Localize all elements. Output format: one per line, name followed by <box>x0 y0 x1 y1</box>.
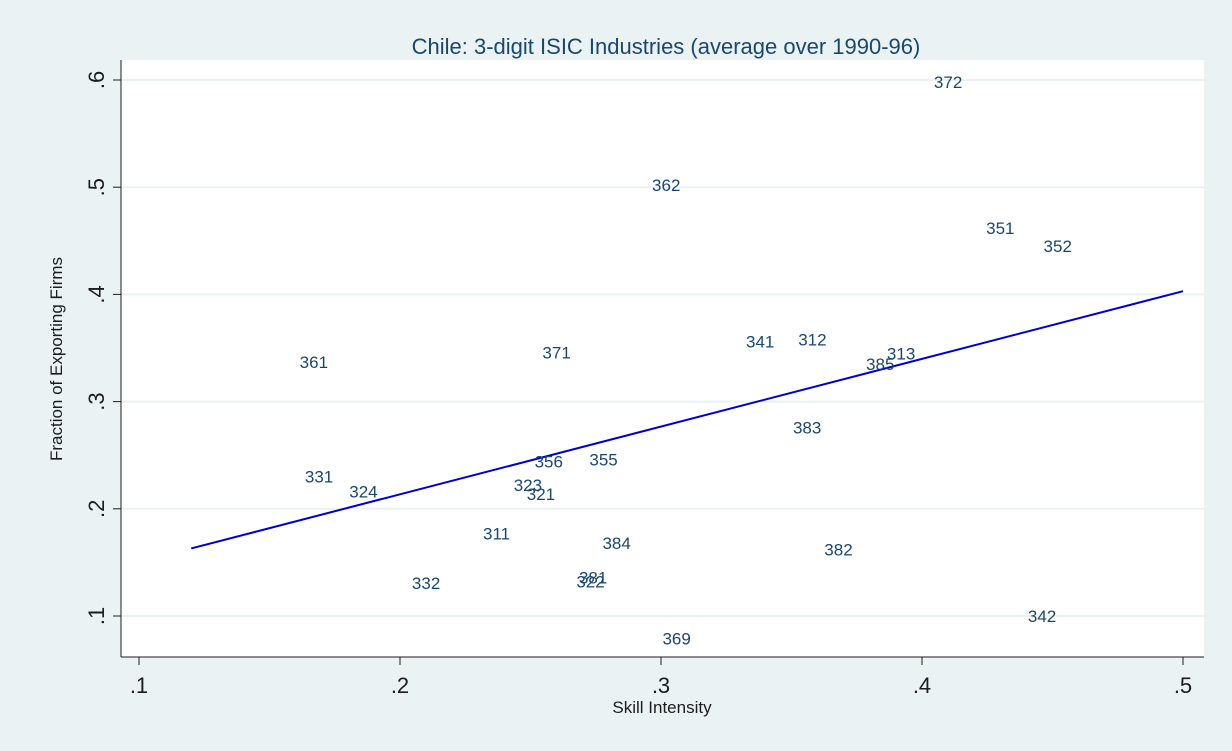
plot-area <box>121 60 1204 657</box>
point-label-371: 371 <box>542 343 570 362</box>
point-label-362: 362 <box>652 176 680 195</box>
point-label-356: 356 <box>535 453 563 472</box>
point-label-372: 372 <box>934 73 962 92</box>
y-tick-label: .1 <box>84 607 109 625</box>
point-label-352: 352 <box>1044 237 1072 256</box>
y-tick-label: .4 <box>84 285 109 303</box>
point-label-313: 313 <box>887 344 915 363</box>
point-label-323: 323 <box>514 476 542 495</box>
x-tick-label: .4 <box>913 673 931 698</box>
x-tick-label: .3 <box>652 673 670 698</box>
axes: .1 .2 .3 .4 .5 .6 .1 .2 .3 .4 .5 <box>84 60 1204 698</box>
point-label-369: 369 <box>662 630 690 649</box>
point-label-312: 312 <box>798 330 826 349</box>
point-label-385: 385 <box>866 355 894 374</box>
point-label-351: 351 <box>986 219 1014 238</box>
point-label-355: 355 <box>589 450 617 469</box>
point-label-321: 321 <box>527 485 555 504</box>
point-label-324: 324 <box>349 483 377 502</box>
point-label-361: 361 <box>300 353 328 372</box>
grid-lines <box>121 79 1204 617</box>
point-label-341: 341 <box>746 333 774 352</box>
point-label-331: 331 <box>305 468 333 487</box>
x-tick-label: .2 <box>391 673 409 698</box>
x-tick-label: .1 <box>130 673 148 698</box>
point-label-384: 384 <box>602 534 630 553</box>
y-tick-label: .5 <box>84 178 109 196</box>
x-axis-label: Skill Intensity <box>612 698 712 717</box>
y-tick-label: .2 <box>84 500 109 518</box>
fit-line <box>190 290 1184 550</box>
point-label-381: 381 <box>579 568 607 587</box>
point-label-382: 382 <box>824 541 852 560</box>
x-tick-label: .5 <box>1174 673 1192 698</box>
fit-line-layer <box>190 290 1184 550</box>
y-tick-label: .6 <box>84 71 109 89</box>
point-label-342: 342 <box>1028 607 1056 626</box>
chart-title: Chile: 3-digit ISIC Industries (average … <box>412 34 921 59</box>
y-axis-label: Fraction of Exporting Firms <box>47 257 66 461</box>
y-tick-label: .3 <box>84 392 109 410</box>
point-label-383: 383 <box>793 418 821 437</box>
point-label-332: 332 <box>412 574 440 593</box>
point-label-322: 322 <box>576 573 604 592</box>
point-label-311: 311 <box>483 524 510 543</box>
